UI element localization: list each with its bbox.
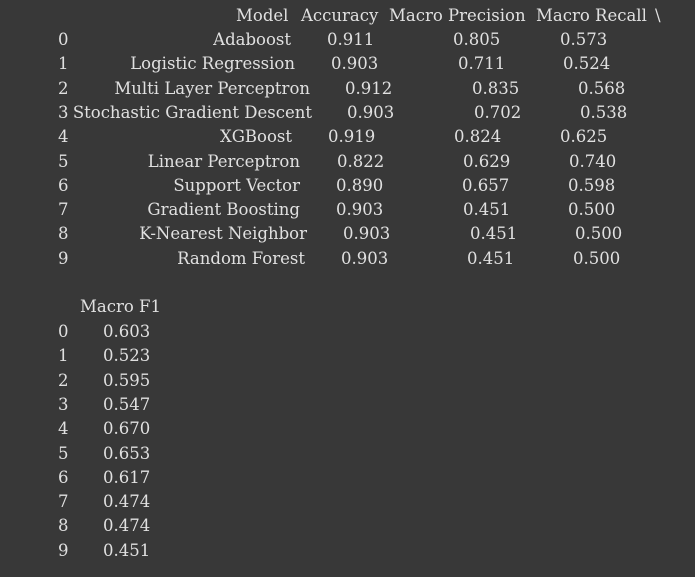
cell-macro-recall: 0.573 (560, 30, 608, 49)
cell-model: XGBoost (219, 127, 292, 146)
header-macro-f1: Macro F1 (80, 297, 161, 316)
row-index: 6 (58, 176, 69, 195)
row-index: 3 (58, 103, 69, 122)
cell-macro-f1: 0.523 (103, 346, 151, 365)
row-index: 9 (58, 541, 69, 560)
row-index: 1 (58, 54, 69, 73)
header-macro-recall: Macro Recall (536, 6, 647, 25)
row-index: 8 (58, 224, 69, 243)
cell-macro-recall: 0.500 (575, 224, 623, 243)
cell-macro-f1: 0.670 (103, 419, 151, 438)
cell-macro-precision: 0.824 (454, 127, 502, 146)
cell-accuracy: 0.903 (336, 200, 384, 219)
cell-model: Gradient Boosting (147, 200, 300, 219)
row-index: 0 (58, 322, 69, 341)
header-accuracy: Accuracy (301, 6, 379, 25)
cell-model: K-Nearest Neighbor (139, 224, 307, 243)
row-index: 3 (58, 395, 69, 414)
cell-macro-precision: 0.805 (453, 30, 501, 49)
cell-macro-precision: 0.451 (470, 224, 518, 243)
header-continuation: \ (655, 6, 661, 25)
header-macro-precision: Macro Precision (389, 6, 526, 25)
cell-accuracy: 0.903 (347, 103, 395, 122)
cell-accuracy: 0.912 (345, 79, 393, 98)
row-index: 9 (58, 249, 69, 268)
cell-macro-precision: 0.835 (472, 79, 520, 98)
cell-accuracy: 0.903 (331, 54, 379, 73)
cell-macro-recall: 0.500 (573, 249, 621, 268)
header-model: Model (236, 6, 289, 25)
row-index: 5 (58, 444, 69, 463)
cell-macro-precision: 0.657 (462, 176, 510, 195)
cell-model: Stochastic Gradient Descent (72, 103, 312, 122)
cell-model: Multi Layer Perceptron (114, 79, 310, 98)
row-index: 0 (58, 30, 69, 49)
row-index: 4 (58, 419, 69, 438)
cell-macro-f1: 0.547 (103, 395, 151, 414)
cell-accuracy: 0.903 (343, 224, 391, 243)
row-index: 2 (58, 371, 69, 390)
cell-model: Adaboost (213, 30, 291, 49)
cell-macro-recall: 0.740 (569, 152, 617, 171)
cell-accuracy: 0.919 (328, 127, 376, 146)
cell-model: Logistic Regression (130, 54, 295, 73)
cell-macro-precision: 0.702 (474, 103, 522, 122)
cell-macro-recall: 0.524 (563, 54, 611, 73)
cell-macro-precision: 0.451 (463, 200, 511, 219)
cell-macro-recall: 0.500 (568, 200, 616, 219)
cell-accuracy: 0.822 (337, 152, 385, 171)
cell-model: Linear Perceptron (147, 152, 300, 171)
cell-macro-precision: 0.451 (467, 249, 515, 268)
row-index: 4 (58, 127, 69, 146)
cell-macro-f1: 0.603 (103, 322, 151, 341)
cell-macro-precision: 0.629 (463, 152, 511, 171)
row-index: 8 (58, 516, 69, 535)
cell-model: Support Vector (173, 176, 300, 195)
cell-macro-f1: 0.474 (103, 492, 151, 511)
cell-model: Random Forest (177, 249, 305, 268)
cell-macro-recall: 0.598 (568, 176, 616, 195)
row-index: 1 (58, 346, 69, 365)
cell-macro-precision: 0.711 (458, 54, 506, 73)
row-index: 7 (58, 200, 69, 219)
cell-accuracy: 0.903 (341, 249, 389, 268)
cell-macro-recall: 0.568 (578, 79, 626, 98)
cell-macro-f1: 0.451 (103, 541, 151, 560)
cell-macro-recall: 0.625 (560, 127, 608, 146)
cell-macro-f1: 0.617 (103, 468, 151, 487)
cell-macro-f1: 0.653 (103, 444, 151, 463)
row-index: 5 (58, 152, 69, 171)
cell-macro-f1: 0.474 (103, 516, 151, 535)
row-index: 2 (58, 79, 69, 98)
cell-accuracy: 0.911 (327, 30, 375, 49)
cell-accuracy: 0.890 (336, 176, 384, 195)
cell-macro-f1: 0.595 (103, 371, 151, 390)
row-index: 6 (58, 468, 69, 487)
row-index: 7 (58, 492, 69, 511)
cell-macro-recall: 0.538 (580, 103, 628, 122)
